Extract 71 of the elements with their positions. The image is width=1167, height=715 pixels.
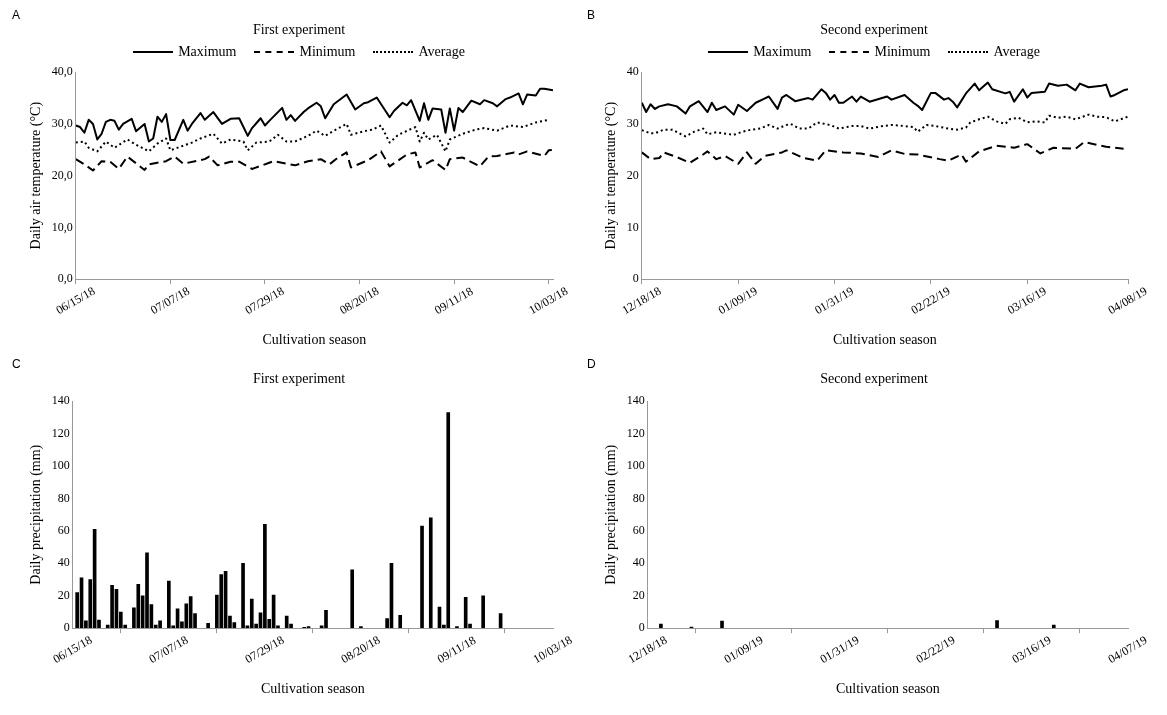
legend-label: Minimum <box>299 44 356 60</box>
y-axis-title: Daily air temperature (°C) <box>603 101 620 250</box>
y-axis-title: Daily precipitation (mm) <box>603 444 620 585</box>
y-tick-label: 60 <box>57 523 70 538</box>
line-series <box>641 141 1125 165</box>
legend-label: Maximum <box>753 44 812 60</box>
bar <box>206 623 210 629</box>
y-tick-label: 20,0 <box>51 167 73 182</box>
y-tick-label: 0 <box>632 271 639 286</box>
y-tick-label: 40 <box>57 555 70 570</box>
bar <box>110 584 114 629</box>
y-tick-label: 30 <box>626 116 639 131</box>
y-tick-label: 100 <box>626 458 645 473</box>
line-series <box>75 118 550 153</box>
line-series <box>641 113 1128 138</box>
bar <box>158 620 162 629</box>
chart-title: First experiment <box>251 22 347 39</box>
chart-title: First experiment <box>251 371 347 388</box>
bar <box>350 569 355 629</box>
bar <box>463 597 468 629</box>
bar <box>249 598 254 629</box>
y-tick-label: 100 <box>51 458 70 473</box>
bar <box>145 552 149 629</box>
bar <box>324 610 328 629</box>
bar <box>481 595 485 629</box>
bar <box>428 517 433 629</box>
y-tick-label: 30,0 <box>51 116 73 131</box>
bar <box>398 614 403 629</box>
y-tick-label: 40,0 <box>51 64 73 79</box>
y-tick-label: 20 <box>57 587 70 602</box>
bar <box>219 574 224 629</box>
bar <box>241 563 245 629</box>
y-tick-label: 80 <box>632 490 645 505</box>
text: D <box>587 357 596 371</box>
chart-title: Second experiment <box>819 371 929 388</box>
legend-label: Average <box>993 44 1040 60</box>
y-tick-label: 140 <box>626 393 645 408</box>
bar <box>136 584 141 629</box>
chart-title: Second experiment <box>819 22 929 39</box>
y-tick-label: 80 <box>57 490 70 505</box>
x-axis-title: Cultivation season <box>835 681 940 697</box>
y-tick-label: 60 <box>632 523 645 538</box>
y-tick-label: 20 <box>632 587 645 602</box>
x-axis-title: Cultivation season <box>832 332 937 348</box>
bar <box>446 412 451 629</box>
bar <box>420 525 424 629</box>
x-axis-title: Cultivation season <box>262 332 367 348</box>
y-tick-label: 40 <box>626 64 639 79</box>
y-tick-label: 120 <box>626 425 645 440</box>
y-tick-label: 20 <box>626 167 639 182</box>
bar <box>284 615 289 629</box>
y-axis-title: Daily air temperature (°C) <box>28 101 45 250</box>
bar <box>263 524 267 629</box>
y-tick-label: 140 <box>51 393 70 408</box>
y-tick-label: 0 <box>638 620 645 635</box>
y-tick-label: 0 <box>63 620 70 635</box>
y-tick-label: 10,0 <box>51 219 73 234</box>
y-tick-label: 10 <box>626 219 639 234</box>
legend-label: Average <box>418 44 465 60</box>
legend-label: Maximum <box>178 44 237 60</box>
y-axis-title: Daily precipitation (mm) <box>28 444 45 585</box>
line-series <box>75 148 553 172</box>
text: B <box>587 8 596 22</box>
text: A <box>12 8 21 22</box>
y-tick-label: 0,0 <box>57 271 73 286</box>
legend-label: Minimum <box>874 44 931 60</box>
x-axis-title: Cultivation season <box>260 681 365 697</box>
y-tick-label: 120 <box>51 425 70 440</box>
y-tick-label: 40 <box>632 555 645 570</box>
bar <box>167 580 171 629</box>
text: C <box>12 357 21 371</box>
